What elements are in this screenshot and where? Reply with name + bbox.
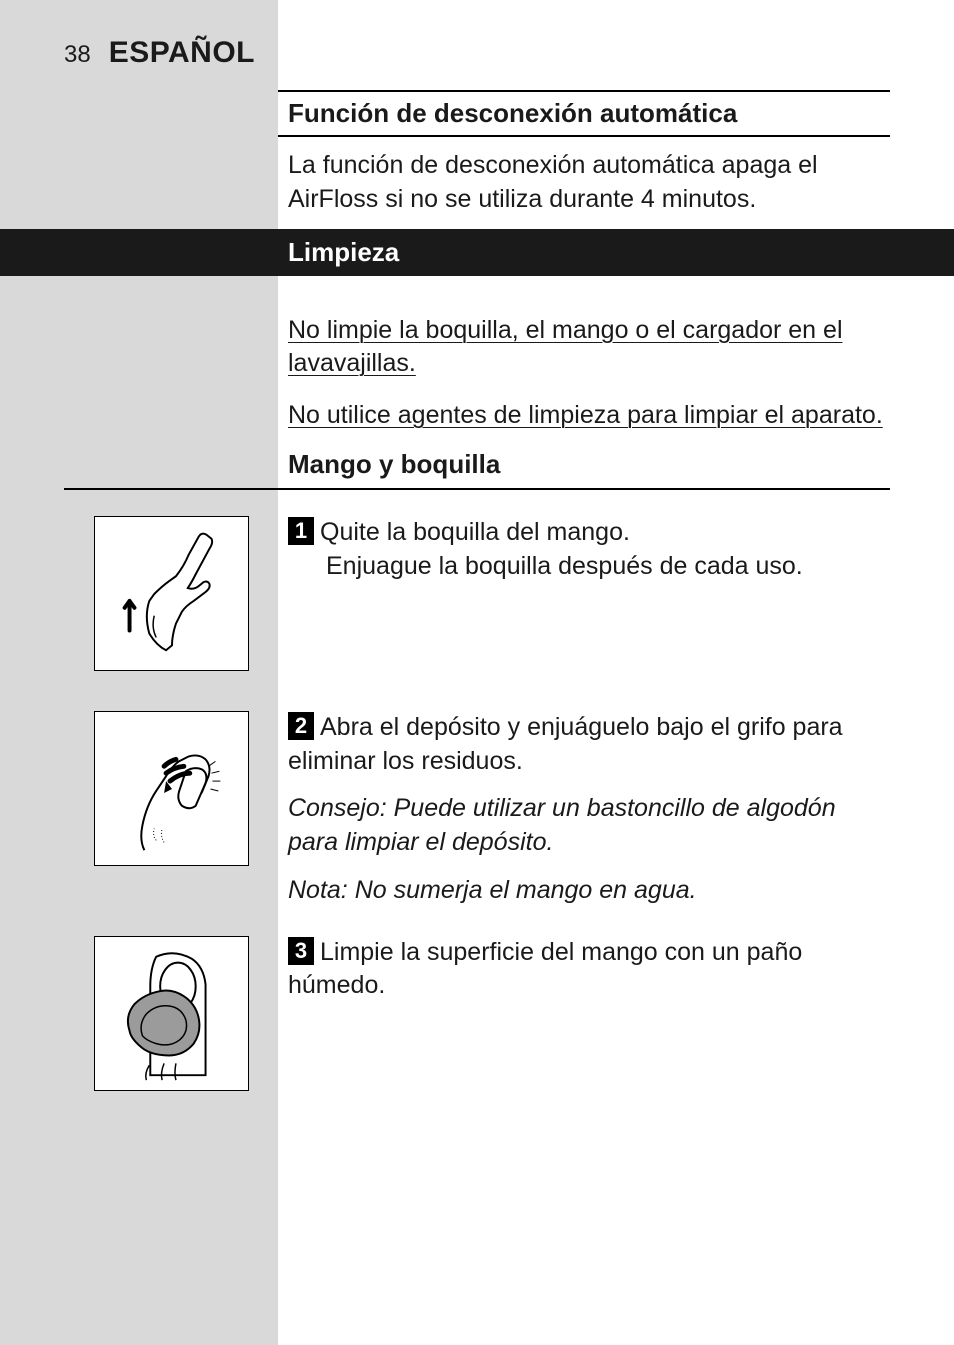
cleaning-warning-1: No limpie la boquilla, el mango o el car… [288,296,890,382]
step-2-text: 2Abra el depósito y enjuáguelo bajo el g… [278,711,890,908]
section-heading-auto-off: Función de desconexión automática [0,90,954,137]
step-2-note: Nota: No sumerja el mango en agua. [288,874,890,908]
step-number-badge: 2 [288,712,314,740]
sub-heading-rule [64,488,890,490]
page-language: ESPAÑOL [109,36,255,70]
section-heading-cleaning: Limpieza [0,229,954,276]
page-number: 38 [64,41,91,69]
page-content: Función de desconexión automática La fun… [0,90,954,1091]
nozzle-remove-icon [95,516,248,671]
page-header: 38 ESPAÑOL [64,36,255,70]
step-3-text: 3Limpie la superficie del mango con un p… [278,936,890,1004]
step-1-illustration [94,516,249,671]
step-2-illustration [94,711,249,866]
step-1-row: 1Quite la boquilla del mango. Enjuague l… [0,516,954,671]
step-number-badge: 3 [288,937,314,965]
sub-heading-mango: Mango y boquilla [288,433,890,488]
cleaning-warning-2: No utilice agentes de limpieza para limp… [288,381,890,433]
step-number-badge: 1 [288,517,314,545]
step-2-tip: Consejo: Puede utilizar un bastoncillo d… [288,792,890,860]
heading-text: Función de desconexión automática [278,90,890,137]
wipe-handle-icon [95,936,248,1091]
reservoir-open-icon [95,711,248,866]
step-3-row: 3Limpie la superficie del mango con un p… [0,936,954,1091]
auto-off-body: La función de desconexión automática apa… [288,137,890,229]
step-3-illustration [94,936,249,1091]
step-1-text: 1Quite la boquilla del mango. Enjuague l… [278,516,890,584]
heading-text: Limpieza [278,229,890,276]
step-2-row: 2Abra el depósito y enjuáguelo bajo el g… [0,711,954,908]
